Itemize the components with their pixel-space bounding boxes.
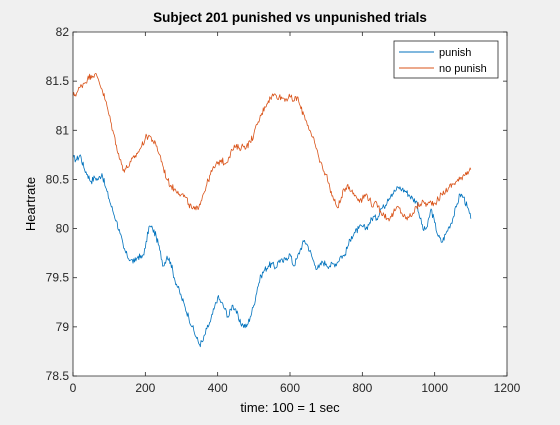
y-tick-label: 82 bbox=[56, 25, 70, 39]
y-tick-label: 80 bbox=[56, 222, 70, 236]
legend-box bbox=[393, 40, 499, 79]
x-tick-label: 0 bbox=[70, 381, 77, 395]
y-tick-label: 79.5 bbox=[46, 271, 70, 285]
x-tick-label: 800 bbox=[352, 381, 372, 395]
legend-label-no-punish: no punish bbox=[439, 63, 487, 75]
chart-title: Subject 201 punished vs unpunished trial… bbox=[153, 10, 427, 25]
y-axis-ticks: 78.5 79 79.5 80 80.5 81 81.5 82 bbox=[46, 25, 507, 383]
y-tick-label: 81 bbox=[56, 123, 70, 137]
x-axis-label: time: 100 = 1 sec bbox=[240, 400, 340, 415]
x-tick-label: 200 bbox=[135, 381, 155, 395]
x-tick-label: 600 bbox=[280, 381, 300, 395]
y-axis-label: Heartrate bbox=[23, 177, 38, 231]
series-line-no-punish bbox=[72, 73, 472, 222]
y-tick-label: 81.5 bbox=[46, 74, 70, 88]
y-tick-label: 78.5 bbox=[46, 369, 70, 383]
plot-background bbox=[73, 32, 507, 376]
y-tick-label: 80.5 bbox=[46, 172, 70, 186]
x-tick-label: 400 bbox=[208, 381, 228, 395]
series-line-punish bbox=[72, 154, 472, 348]
series-layer bbox=[72, 73, 472, 348]
x-tick-label: 1200 bbox=[494, 381, 521, 395]
legend-label-punish: punish bbox=[439, 47, 471, 59]
x-tick-label: 1000 bbox=[421, 381, 448, 395]
legend: punish no punish bbox=[393, 40, 499, 79]
y-tick-label: 79 bbox=[56, 320, 70, 334]
x-axis-ticks: 0 200 400 600 800 1000 1200 bbox=[70, 32, 521, 395]
